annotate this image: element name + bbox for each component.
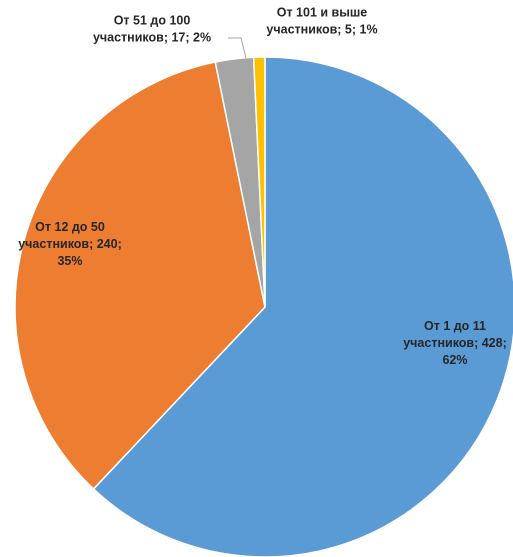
data-label-slice-1: От 1 до 11 участников; 428; 62% xyxy=(403,319,507,367)
data-label-line: От 12 до 50 xyxy=(35,220,105,234)
data-label-line: От 1 до 11 xyxy=(424,319,486,333)
data-label-line: От 101 и выше xyxy=(277,6,368,20)
data-label-line: 35% xyxy=(57,254,82,268)
data-label-line: От 51 до 100 xyxy=(114,14,191,28)
leader-line-slice-3 xyxy=(228,37,247,59)
pie-slice-4 xyxy=(252,56,266,308)
pie-slice-1 xyxy=(92,56,513,557)
data-label-line: участников; 17; 2% xyxy=(93,31,211,45)
pie-slice-2 xyxy=(14,61,266,490)
data-label-line: участников; 240; xyxy=(18,237,122,251)
data-label-line: 62% xyxy=(442,353,467,367)
data-label-slice-3: От 51 до 100 участников; 17; 2% xyxy=(93,14,211,45)
data-label-line: участников; 5; 1% xyxy=(266,23,377,37)
pie-slices xyxy=(14,56,513,557)
data-labels: От 1 до 11 участников; 428; 62% От 12 до 50… xyxy=(18,6,507,368)
data-label-slice-4: От 101 и выше участников; 5; 1% xyxy=(266,6,377,37)
data-label-slice-2: От 12 до 50 участников; 240; 35% xyxy=(18,220,122,268)
data-label-line: участников; 428; xyxy=(403,336,507,350)
